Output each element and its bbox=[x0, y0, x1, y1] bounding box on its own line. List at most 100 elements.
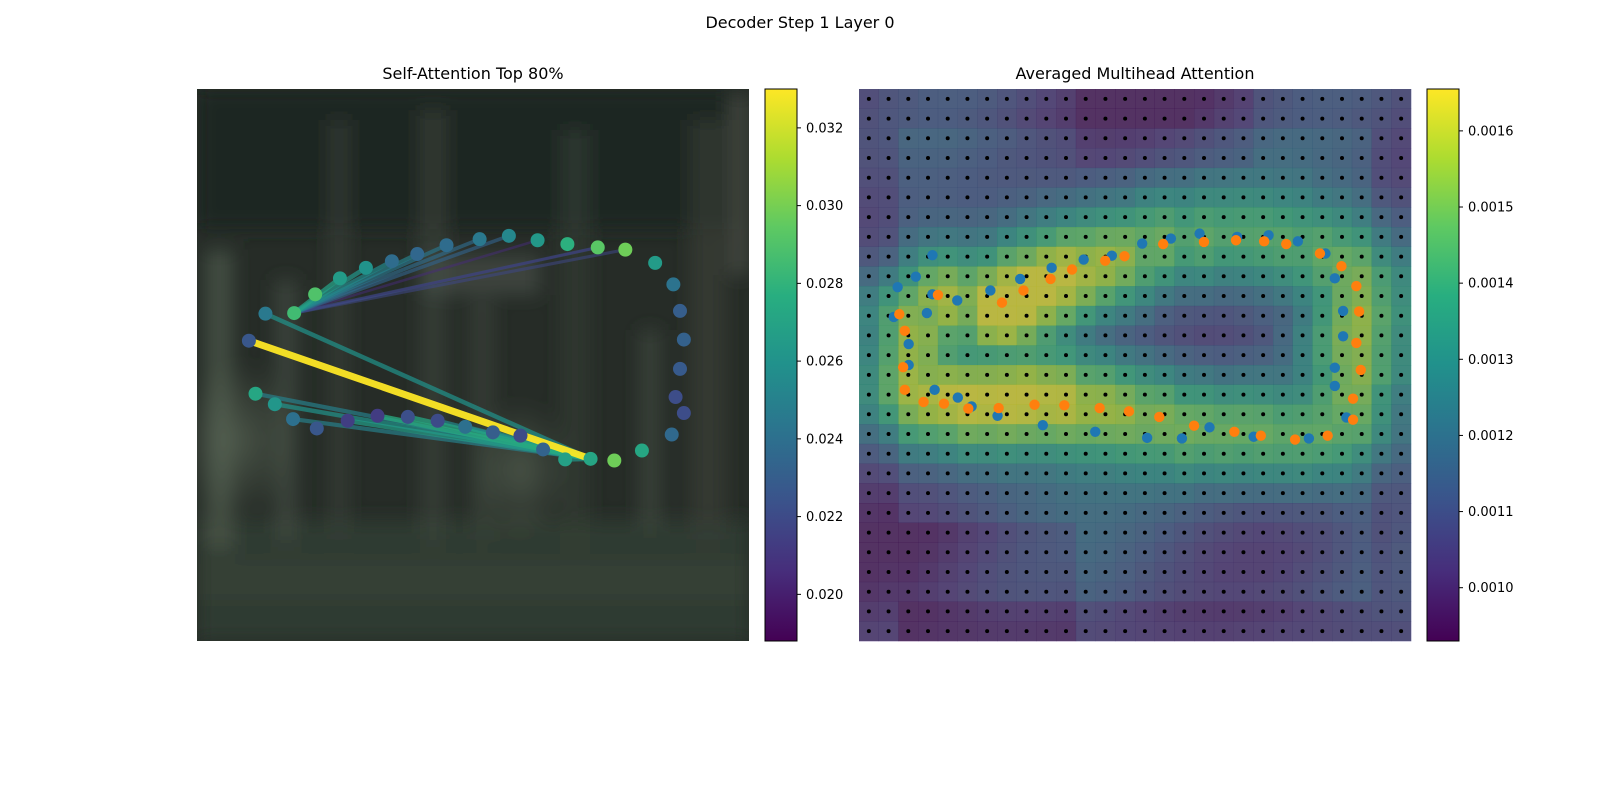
grid-dot bbox=[1241, 609, 1246, 614]
grid-dot bbox=[1300, 136, 1305, 141]
grid-dot bbox=[1261, 550, 1266, 555]
grid-dot bbox=[945, 353, 950, 358]
grid-dot bbox=[1359, 294, 1364, 298]
right-panel-title: Averaged Multihead Attention bbox=[1015, 64, 1255, 83]
grid-dot bbox=[1044, 392, 1049, 397]
grid-dot bbox=[1241, 550, 1246, 555]
series-point bbox=[899, 325, 911, 336]
grid-dot bbox=[1379, 609, 1384, 614]
grid-dot bbox=[1064, 451, 1068, 456]
grid-dot bbox=[886, 274, 891, 279]
grid-dot bbox=[1241, 136, 1246, 141]
grid-dot bbox=[1182, 116, 1187, 121]
grid-dot bbox=[1004, 294, 1009, 298]
grid-dot bbox=[886, 550, 891, 555]
grid-dot bbox=[1103, 156, 1108, 160]
colorbar-tick-label: 0.0012 bbox=[1468, 429, 1514, 444]
grid-dot bbox=[1202, 530, 1206, 535]
grid-dot bbox=[1340, 294, 1344, 298]
grid-dot bbox=[1064, 294, 1068, 298]
grid-dot bbox=[1261, 195, 1266, 200]
grid-dot bbox=[1300, 175, 1305, 180]
attention-point bbox=[384, 254, 399, 269]
grid-dot bbox=[1379, 550, 1384, 555]
grid-dot bbox=[886, 471, 891, 476]
grid-dot bbox=[945, 116, 950, 121]
grid-dot bbox=[945, 156, 950, 160]
grid-dot bbox=[1024, 510, 1029, 515]
grid-dot bbox=[945, 491, 950, 496]
grid-dot bbox=[1221, 530, 1226, 535]
grid-dot bbox=[1123, 333, 1128, 338]
grid-dot bbox=[1379, 570, 1384, 574]
grid-dot bbox=[985, 550, 990, 555]
grid-dot bbox=[945, 550, 950, 555]
grid-dot bbox=[965, 294, 970, 298]
orange-point-series bbox=[894, 235, 1366, 445]
grid-dot bbox=[1261, 333, 1266, 338]
grid-dot bbox=[1182, 412, 1187, 417]
grid-dot bbox=[965, 510, 970, 515]
grid-dot bbox=[1064, 254, 1068, 259]
grid-dot bbox=[1202, 313, 1206, 318]
grid-dot bbox=[1379, 313, 1384, 318]
grid-dot bbox=[926, 195, 930, 200]
grid-dot bbox=[1221, 333, 1226, 338]
colorbar-tick-label: 0.0010 bbox=[1468, 581, 1514, 596]
grid-dot bbox=[866, 550, 871, 555]
background-photo bbox=[197, 89, 749, 641]
grid-dot bbox=[985, 392, 990, 397]
grid-dot bbox=[1162, 116, 1167, 121]
grid-dot bbox=[1044, 294, 1049, 298]
grid-dot bbox=[866, 589, 871, 594]
grid-dot bbox=[1241, 274, 1246, 279]
series-point bbox=[1176, 433, 1188, 444]
attention-point bbox=[286, 412, 301, 427]
grid-dot bbox=[985, 254, 990, 259]
grid-dot bbox=[1182, 195, 1187, 200]
grid-dot bbox=[1083, 550, 1088, 555]
series-point bbox=[952, 392, 964, 403]
grid-dot bbox=[1221, 96, 1226, 101]
series-point bbox=[1194, 228, 1205, 239]
grid-dot bbox=[926, 156, 930, 160]
grid-dot bbox=[1379, 136, 1384, 141]
series-point bbox=[897, 362, 909, 373]
grid-dot bbox=[926, 491, 930, 496]
grid-dot bbox=[1340, 629, 1344, 634]
figure-title: Decoder Step 1 Layer 0 bbox=[705, 13, 895, 32]
grid-dot bbox=[965, 550, 970, 555]
grid-dot bbox=[1379, 530, 1384, 535]
grid-dot bbox=[1004, 412, 1009, 417]
grid-dot bbox=[985, 491, 990, 496]
grid-dot bbox=[1103, 412, 1108, 417]
series-point bbox=[1014, 273, 1026, 285]
grid-dot bbox=[965, 274, 970, 279]
grid-dot bbox=[1142, 116, 1147, 121]
grid-dot bbox=[1221, 491, 1226, 496]
series-point bbox=[1090, 426, 1101, 437]
grid-dot bbox=[1300, 156, 1305, 160]
grid-dot bbox=[1162, 195, 1167, 200]
grid-dot bbox=[945, 274, 950, 279]
grid-dot bbox=[1221, 471, 1226, 476]
grid-dot bbox=[1064, 372, 1068, 377]
grid-dot bbox=[965, 215, 970, 220]
grid-dot bbox=[965, 175, 970, 180]
grid-dot bbox=[1083, 195, 1088, 200]
grid-dot bbox=[906, 254, 911, 259]
attention-point bbox=[340, 413, 355, 428]
grid-dot bbox=[1083, 116, 1088, 121]
series-point bbox=[1337, 331, 1349, 342]
attention-point bbox=[309, 421, 324, 436]
grid-dot bbox=[1142, 195, 1147, 200]
grid-dot bbox=[1142, 372, 1147, 377]
grid-dot bbox=[1182, 550, 1187, 555]
grid-dot bbox=[945, 451, 950, 456]
grid-dot bbox=[1280, 234, 1285, 239]
grid-dot bbox=[926, 589, 930, 594]
grid-dot bbox=[1162, 629, 1167, 634]
attention-point bbox=[583, 451, 598, 466]
grid-dot bbox=[1162, 136, 1167, 141]
grid-dot bbox=[1044, 254, 1049, 259]
